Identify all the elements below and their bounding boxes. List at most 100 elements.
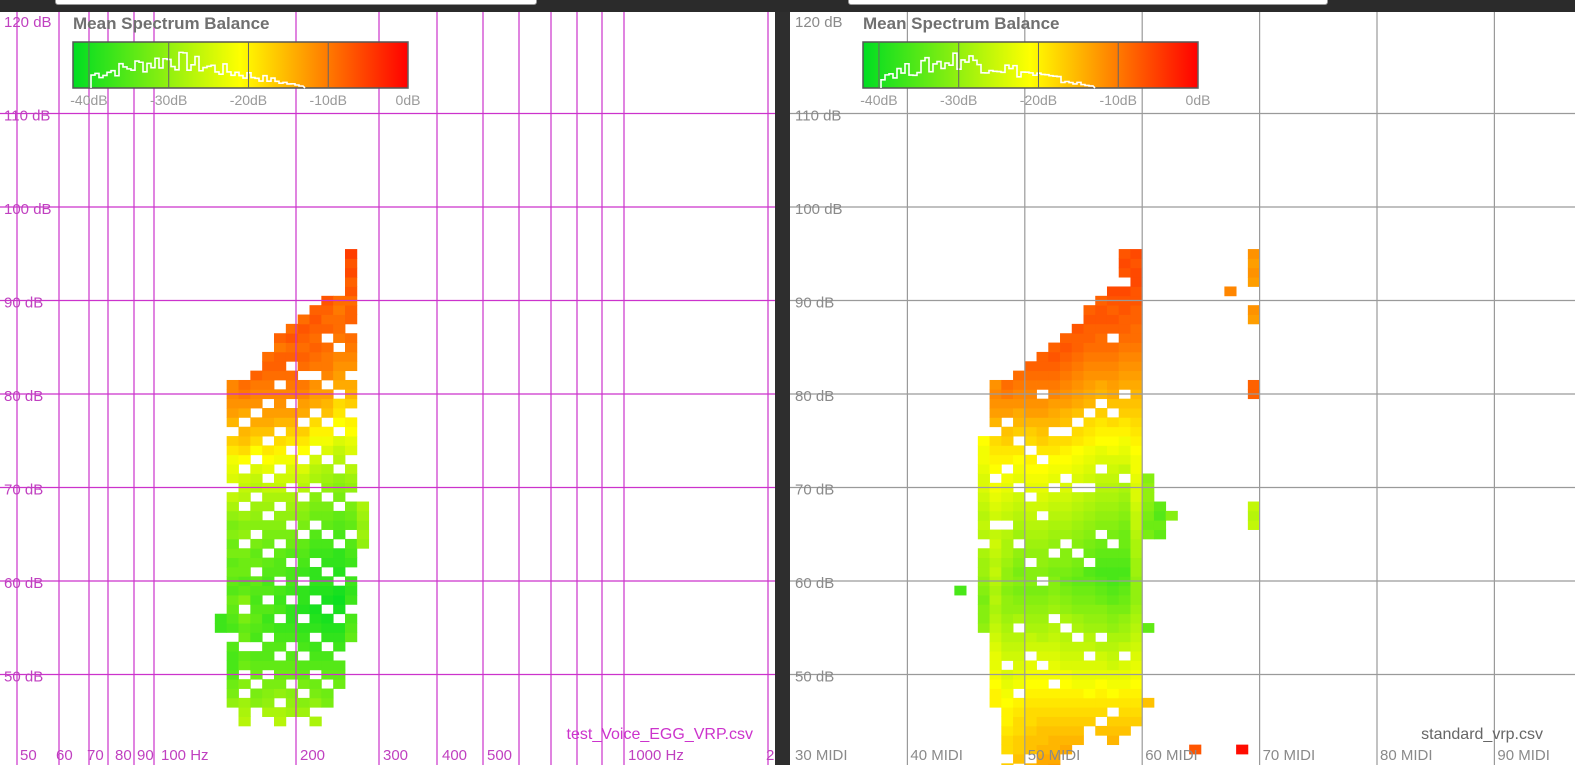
heatmap-cell [1095, 436, 1108, 446]
heatmap-cell [1247, 258, 1260, 269]
heatmap-cell [1106, 566, 1120, 577]
heatmap-cell [1036, 417, 1049, 428]
heatmap-cell [1106, 492, 1120, 502]
heatmap-cell [1083, 697, 1096, 708]
heatmap-cell [226, 417, 239, 428]
heatmap-cell [309, 464, 322, 474]
heatmap-cell [1095, 651, 1108, 661]
heatmap-cell [1060, 641, 1073, 652]
heatmap-cell [1001, 510, 1014, 521]
heatmap-cell [1036, 735, 1049, 746]
heatmap-cell [1024, 548, 1037, 559]
heatmap-cell [1013, 744, 1026, 755]
heatmap-cell [345, 585, 358, 596]
heatmap-cell [1024, 370, 1037, 381]
heatmap-cell [1013, 697, 1026, 708]
heatmap-cell [238, 473, 251, 484]
legend-histogram [90, 51, 306, 89]
heatmap-cell [1071, 361, 1084, 372]
heatmap-cell [1024, 417, 1037, 428]
heatmap-cell [977, 436, 990, 446]
heatmap-cell [989, 651, 1002, 661]
heatmap-cell [274, 398, 287, 409]
heatmap-cell [1071, 436, 1084, 446]
heatmap-cell [297, 501, 310, 512]
heatmap-cell [1118, 464, 1131, 474]
heatmap-cell [1106, 323, 1120, 334]
heatmap-cell [1036, 613, 1049, 624]
heatmap-cell [297, 585, 310, 596]
heatmap-cell [1095, 566, 1108, 577]
heatmap-cell [1106, 454, 1120, 465]
heatmap-cell [1060, 585, 1073, 596]
heatmap-cell [321, 538, 334, 549]
heatmap-cell [309, 604, 322, 615]
heatmap-cell [1071, 370, 1084, 381]
heatmap-cell [1106, 735, 1120, 746]
heatmap-cell [226, 436, 239, 446]
heatmap-cell [1071, 604, 1084, 615]
heatmap-cell [345, 305, 358, 315]
heatmap-cell [1106, 305, 1120, 315]
heatmap-cell [1095, 426, 1108, 437]
heatmap-cell [1036, 408, 1049, 418]
heatmap-cell [345, 417, 358, 428]
heatmap-cell [1130, 604, 1143, 615]
heatmap-cell [1095, 557, 1108, 568]
heatmap-cell [1142, 520, 1155, 530]
heatmap-cell [274, 716, 287, 727]
heatmap-cell [1247, 510, 1260, 521]
heatmap-cell [1013, 716, 1026, 727]
heatmap-cell [1001, 688, 1014, 699]
x-tick-label: 100 Hz [161, 747, 209, 764]
heatmap-cell [1095, 408, 1108, 418]
y-tick-label: 50 dB [4, 669, 43, 686]
heatmap-cell [1001, 651, 1014, 661]
heatmap-cell [309, 548, 322, 559]
x-tick-label: 60 [56, 747, 73, 764]
heatmap-cell [1060, 595, 1073, 605]
heatmap-cell [356, 520, 370, 530]
heatmap-cell [989, 436, 1002, 446]
heatmap-cell [1130, 641, 1143, 652]
heatmap-cell [1036, 641, 1049, 652]
heatmap-cell [1071, 342, 1084, 353]
heatmap-cell [297, 566, 310, 577]
heatmap-cell [1095, 323, 1108, 334]
heatmap-cell [238, 529, 251, 540]
heatmap-cell [1083, 333, 1096, 343]
heatmap-cell [1083, 492, 1096, 502]
heatmap-cell [1247, 305, 1260, 315]
heatmap-cell [1118, 604, 1131, 615]
heatmap-cell [1071, 688, 1084, 699]
y-tick-label: 110 dB [4, 108, 50, 125]
top-field-left[interactable] [55, 0, 537, 5]
heatmap-cell [1130, 426, 1143, 437]
heatmap-cell [226, 688, 239, 699]
heatmap-cell [297, 426, 310, 437]
heatmap-cell [1118, 426, 1131, 437]
heatmap-cell [1106, 379, 1120, 390]
top-field-right[interactable] [848, 0, 1328, 5]
heatmap-cell [238, 436, 251, 446]
heatmap-cell [250, 436, 263, 446]
heatmap-cell [1071, 641, 1084, 652]
filename-label: test_Voice_EGG_VRP.csv [567, 726, 753, 743]
heatmap-cell [1153, 520, 1167, 530]
heatmap-cell [226, 529, 239, 540]
heatmap-cell [321, 510, 334, 521]
heatmap-cell [1106, 417, 1120, 428]
heatmap-cell [1247, 277, 1260, 287]
heatmap-cell [1106, 398, 1120, 409]
heatmap-cell [1106, 501, 1120, 512]
heatmap-cell [250, 688, 263, 699]
vrp-chart-left: 120 dB 110 dB 100 dB 90 dB 80 dB 70 dB 60 dB 50… [0, 12, 775, 765]
heatmap-cell [1060, 697, 1073, 708]
heatmap-cell [1095, 454, 1108, 465]
heatmap-cell [262, 538, 275, 549]
y-tick-label: 90 dB [4, 295, 43, 312]
heatmap-cell [977, 566, 990, 577]
heatmap-cell [1118, 436, 1131, 446]
heatmap-cell [333, 361, 346, 372]
panel-divider[interactable] [775, 12, 790, 765]
